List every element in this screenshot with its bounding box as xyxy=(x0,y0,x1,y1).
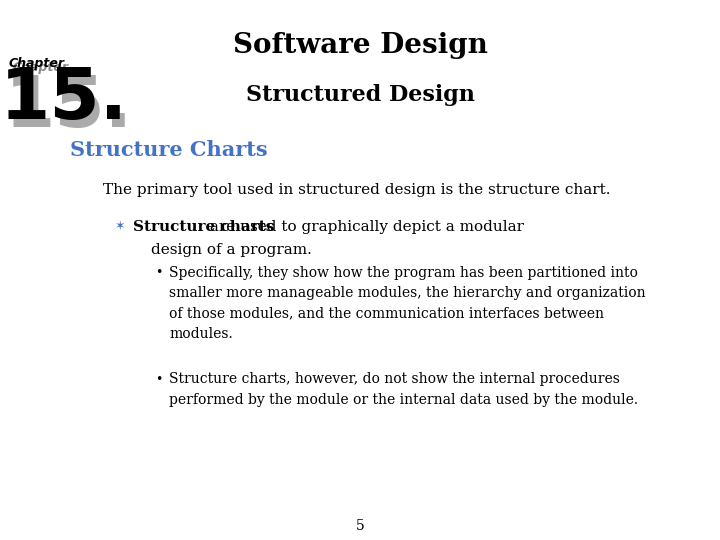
Text: Specifically, they show how the program has been partitioned into: Specifically, they show how the program … xyxy=(169,266,638,280)
Text: 5: 5 xyxy=(356,519,364,534)
Text: ✶: ✶ xyxy=(115,220,125,233)
Text: design of a program.: design of a program. xyxy=(151,243,312,257)
Text: Structure charts: Structure charts xyxy=(133,220,274,234)
Text: Structure charts, however, do not show the internal procedures: Structure charts, however, do not show t… xyxy=(169,372,620,386)
Text: Software Design: Software Design xyxy=(233,32,487,59)
Text: Structured Design: Structured Design xyxy=(246,84,474,105)
Text: smaller more manageable modules, the hierarchy and organization: smaller more manageable modules, the hie… xyxy=(169,286,646,300)
Text: Chapter: Chapter xyxy=(13,61,69,74)
Text: Structure Charts: Structure Charts xyxy=(70,139,267,160)
Text: •: • xyxy=(156,373,163,386)
Text: 15.: 15. xyxy=(4,73,132,143)
Text: •: • xyxy=(156,266,163,279)
Text: of those modules, and the communication interfaces between: of those modules, and the communication … xyxy=(169,307,604,321)
Text: performed by the module or the internal data used by the module.: performed by the module or the internal … xyxy=(169,393,639,407)
Text: modules.: modules. xyxy=(169,327,233,341)
Text: The primary tool used in structured design is the structure chart.: The primary tool used in structured desi… xyxy=(103,183,611,197)
Text: 15.: 15. xyxy=(0,65,128,134)
Text: are used to graphically depict a modular: are used to graphically depict a modular xyxy=(204,220,523,234)
Text: Chapter: Chapter xyxy=(9,57,65,70)
